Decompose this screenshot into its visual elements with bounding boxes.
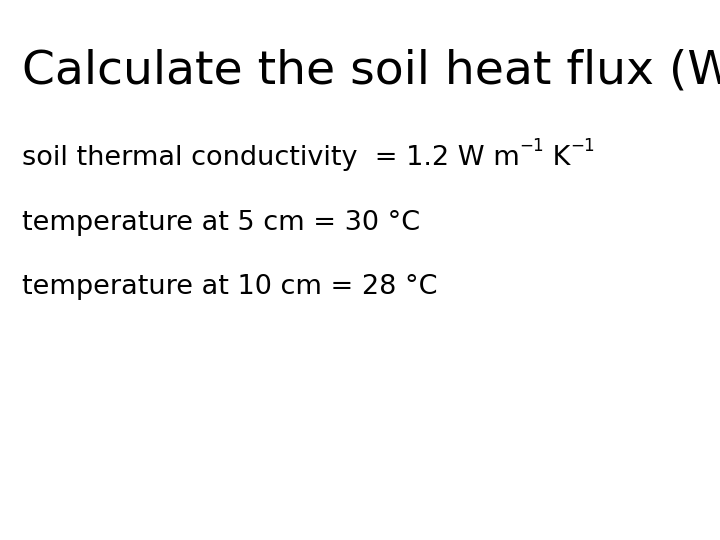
Text: K: K [544, 145, 570, 171]
Text: Calculate the soil heat flux (W m: Calculate the soil heat flux (W m [22, 49, 720, 94]
Text: temperature at 5 cm = 30 °C: temperature at 5 cm = 30 °C [22, 210, 420, 235]
Text: −1: −1 [570, 137, 595, 154]
Text: temperature at 10 cm = 28 °C: temperature at 10 cm = 28 °C [22, 274, 437, 300]
Text: −1: −1 [519, 137, 544, 154]
Text: soil thermal conductivity  = 1.2 W m: soil thermal conductivity = 1.2 W m [22, 145, 519, 171]
